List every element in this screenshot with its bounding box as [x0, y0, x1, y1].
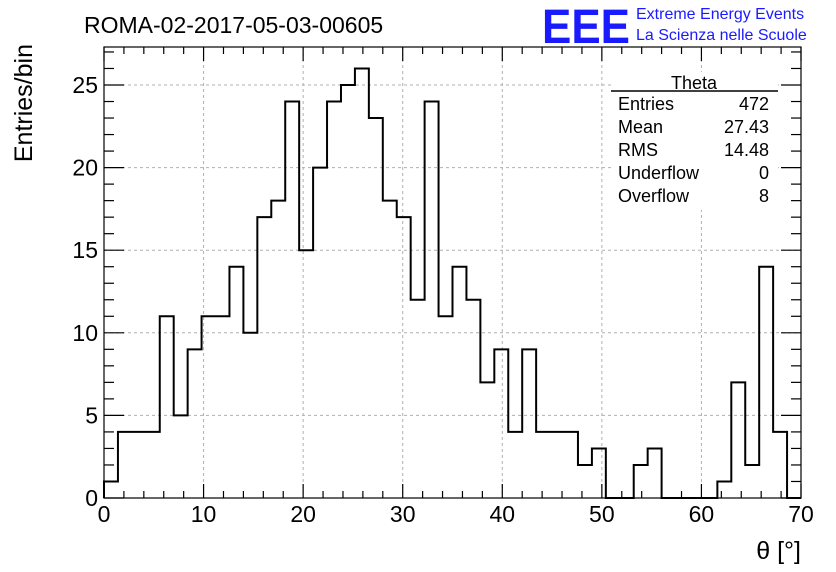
y-tick-label: 25	[72, 72, 98, 98]
y-tick-label: 15	[72, 237, 98, 263]
stats-row: RMS 14.48	[618, 140, 769, 160]
grid-lines	[104, 47, 801, 498]
stats-row-label: Underflow	[618, 163, 700, 183]
axis-ticks	[103, 47, 802, 499]
y-tick-label: 20	[72, 155, 98, 181]
stats-row-label: Entries	[618, 94, 674, 114]
stats-rows: Entries 472 Mean 27.43 RMS 14.48 Underflow 0 Ove…	[618, 94, 769, 206]
stats-row-value: 14.48	[724, 140, 769, 160]
stats-box-background	[611, 72, 778, 210]
plot-frame	[103, 46, 802, 499]
x-axis-title: θ [°]	[756, 537, 801, 565]
logo-line-1: Extreme Energy Events	[636, 6, 804, 23]
logo-mark: EEE	[542, 1, 630, 54]
x-tick-label: 50	[589, 501, 615, 527]
stats-row-value: 27.43	[724, 117, 769, 137]
logo-line-2: La Scienza nelle Scuole	[636, 27, 807, 44]
stats-row-label: RMS	[618, 140, 658, 160]
x-tick-label: 70	[788, 501, 814, 527]
x-tick-labels: 0 10 20 30 40 50 60 70	[98, 501, 814, 527]
stats-row-label: Overflow	[618, 186, 690, 206]
x-tick-label: 10	[191, 501, 217, 527]
stats-row-value: 0	[759, 163, 769, 183]
eee-logo: EEE Extreme Energy Events La Scienza nel…	[542, 1, 807, 54]
x-tick-label: 20	[290, 501, 316, 527]
stats-row: Underflow 0	[618, 163, 769, 183]
y-tick-label: 10	[72, 320, 98, 346]
stats-box-title: Theta	[671, 73, 718, 93]
x-tick-label: 0	[98, 501, 111, 527]
y-axis-title: Entries/bin	[10, 44, 38, 162]
stats-row-value: 472	[739, 94, 769, 114]
y-tick-labels: 0 5 10 15 20 25	[72, 72, 98, 511]
stats-row: Entries 472	[618, 94, 769, 114]
stats-box: Theta Entries 472 Mean 27.43 RMS 14.48 Underfl…	[611, 72, 778, 210]
stats-row: Overflow 8	[618, 186, 769, 206]
y-tick-label: 5	[85, 402, 98, 428]
stats-row: Mean 27.43	[618, 117, 769, 137]
stats-row-label: Mean	[618, 117, 663, 137]
x-tick-label: 30	[390, 501, 416, 527]
x-tick-label: 60	[689, 501, 715, 527]
stats-row-value: 8	[759, 186, 769, 206]
y-tick-label: 0	[85, 485, 98, 511]
x-tick-label: 40	[489, 501, 515, 527]
chart-title: ROMA-02-2017-05-03-00605	[84, 12, 383, 38]
